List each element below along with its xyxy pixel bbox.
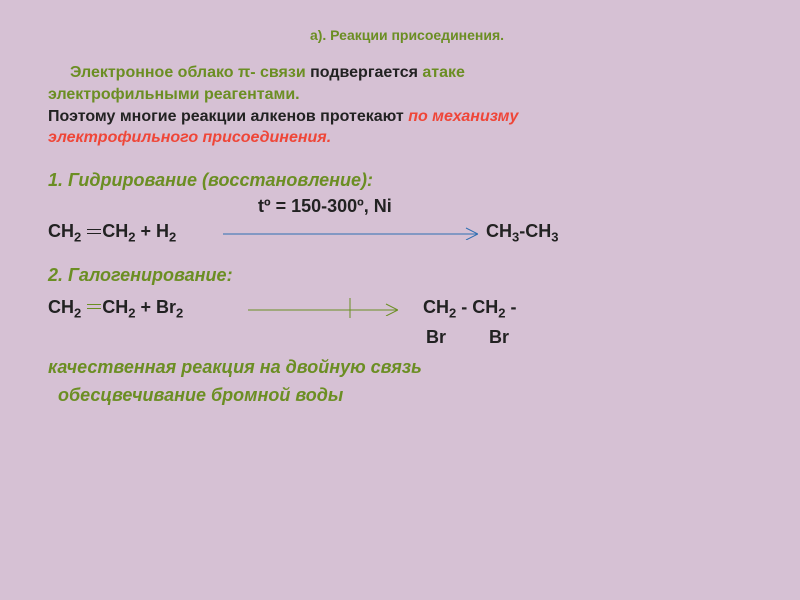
intro-block: Электронное облако π- связи подвергается… bbox=[48, 62, 766, 148]
intro-line-3: Поэтому многие реакции алкенов протекают… bbox=[48, 106, 766, 128]
eq2-left: CH2 CH2 + Br2 bbox=[48, 296, 183, 322]
qualitative-reaction: качественная реакция на двойную связь bbox=[48, 356, 766, 380]
double-bond-icon-1 bbox=[87, 229, 101, 234]
eq2-t2 bbox=[81, 297, 86, 317]
eq2-s4: 2 bbox=[176, 306, 183, 321]
section1-heading: 1. Гидрирование (восстановление): bbox=[48, 169, 766, 193]
eq2r-t3: - bbox=[505, 297, 516, 317]
eq2-br1: Br bbox=[426, 326, 446, 350]
intro-electron-cloud: Электронное облако π- связи bbox=[70, 64, 306, 81]
intro-text-1b: подвергается bbox=[306, 64, 423, 81]
eq2r-t2: - CH bbox=[456, 297, 498, 317]
eq2r-t1: CH bbox=[423, 297, 449, 317]
section1-heading-text: Гидрирование (восстановление): bbox=[68, 170, 373, 190]
intro-text-3: Поэтому многие реакции алкенов протекают bbox=[48, 108, 408, 125]
eq1-right: CH3-CH3 bbox=[486, 220, 558, 246]
intro-attack: атаке bbox=[422, 64, 465, 81]
double-bond-icon-2 bbox=[87, 304, 101, 309]
eq1r-t1: CH bbox=[486, 221, 512, 241]
eq1-t1: CH bbox=[48, 221, 74, 241]
section2-number: 2. bbox=[48, 265, 63, 285]
eq2-t3: CH bbox=[102, 297, 128, 317]
intro-line-4: электрофильного присоединения. bbox=[48, 127, 766, 149]
eq1-t4: + H bbox=[135, 221, 169, 241]
reaction-arrow-icon-1 bbox=[223, 224, 478, 240]
eq1-s4: 2 bbox=[169, 230, 176, 245]
section1-equation: CH2 CH2 + H2 CH3-CH3 bbox=[48, 220, 766, 250]
section1-conditions: tº = 150-300º, Ni bbox=[48, 195, 766, 219]
eq2-br2: Br bbox=[489, 326, 509, 350]
section2-heading-text: Галогенирование: bbox=[63, 265, 233, 285]
intro-line-1: Электронное облако π- связи подвергается… bbox=[48, 62, 766, 84]
slide-title: а). Реакции присоединения. bbox=[48, 26, 766, 44]
eq1-left: CH2 CH2 + H2 bbox=[48, 220, 176, 246]
eq1-t3: CH bbox=[102, 221, 128, 241]
eq2-right: CH2 - CH2 - bbox=[423, 296, 516, 322]
eq1r-t2: -CH bbox=[519, 221, 551, 241]
slide-root: а). Реакции присоединения. Электронное о… bbox=[0, 0, 800, 600]
eq1-t2 bbox=[81, 221, 86, 241]
section1-number: 1. bbox=[48, 169, 63, 193]
intro-mechanism-a: по механизму bbox=[408, 108, 518, 125]
section2-br-row: Br Br bbox=[48, 326, 766, 348]
intro-line-2: электрофильными реагентами. bbox=[48, 84, 766, 106]
eq2-t1: CH bbox=[48, 297, 74, 317]
bracket-icon bbox=[348, 298, 362, 318]
reaction-arrow-icon-2 bbox=[248, 300, 398, 316]
section2-equation: CH2 CH2 + Br2 CH2 - CH2 - bbox=[48, 296, 766, 326]
eq2-t4: + Br bbox=[135, 297, 176, 317]
eq1r-s2: 3 bbox=[551, 230, 558, 245]
decolorization-line: обесцвечивание бромной воды bbox=[48, 384, 766, 408]
section2-heading: 2. Галогенирование: bbox=[48, 264, 766, 288]
